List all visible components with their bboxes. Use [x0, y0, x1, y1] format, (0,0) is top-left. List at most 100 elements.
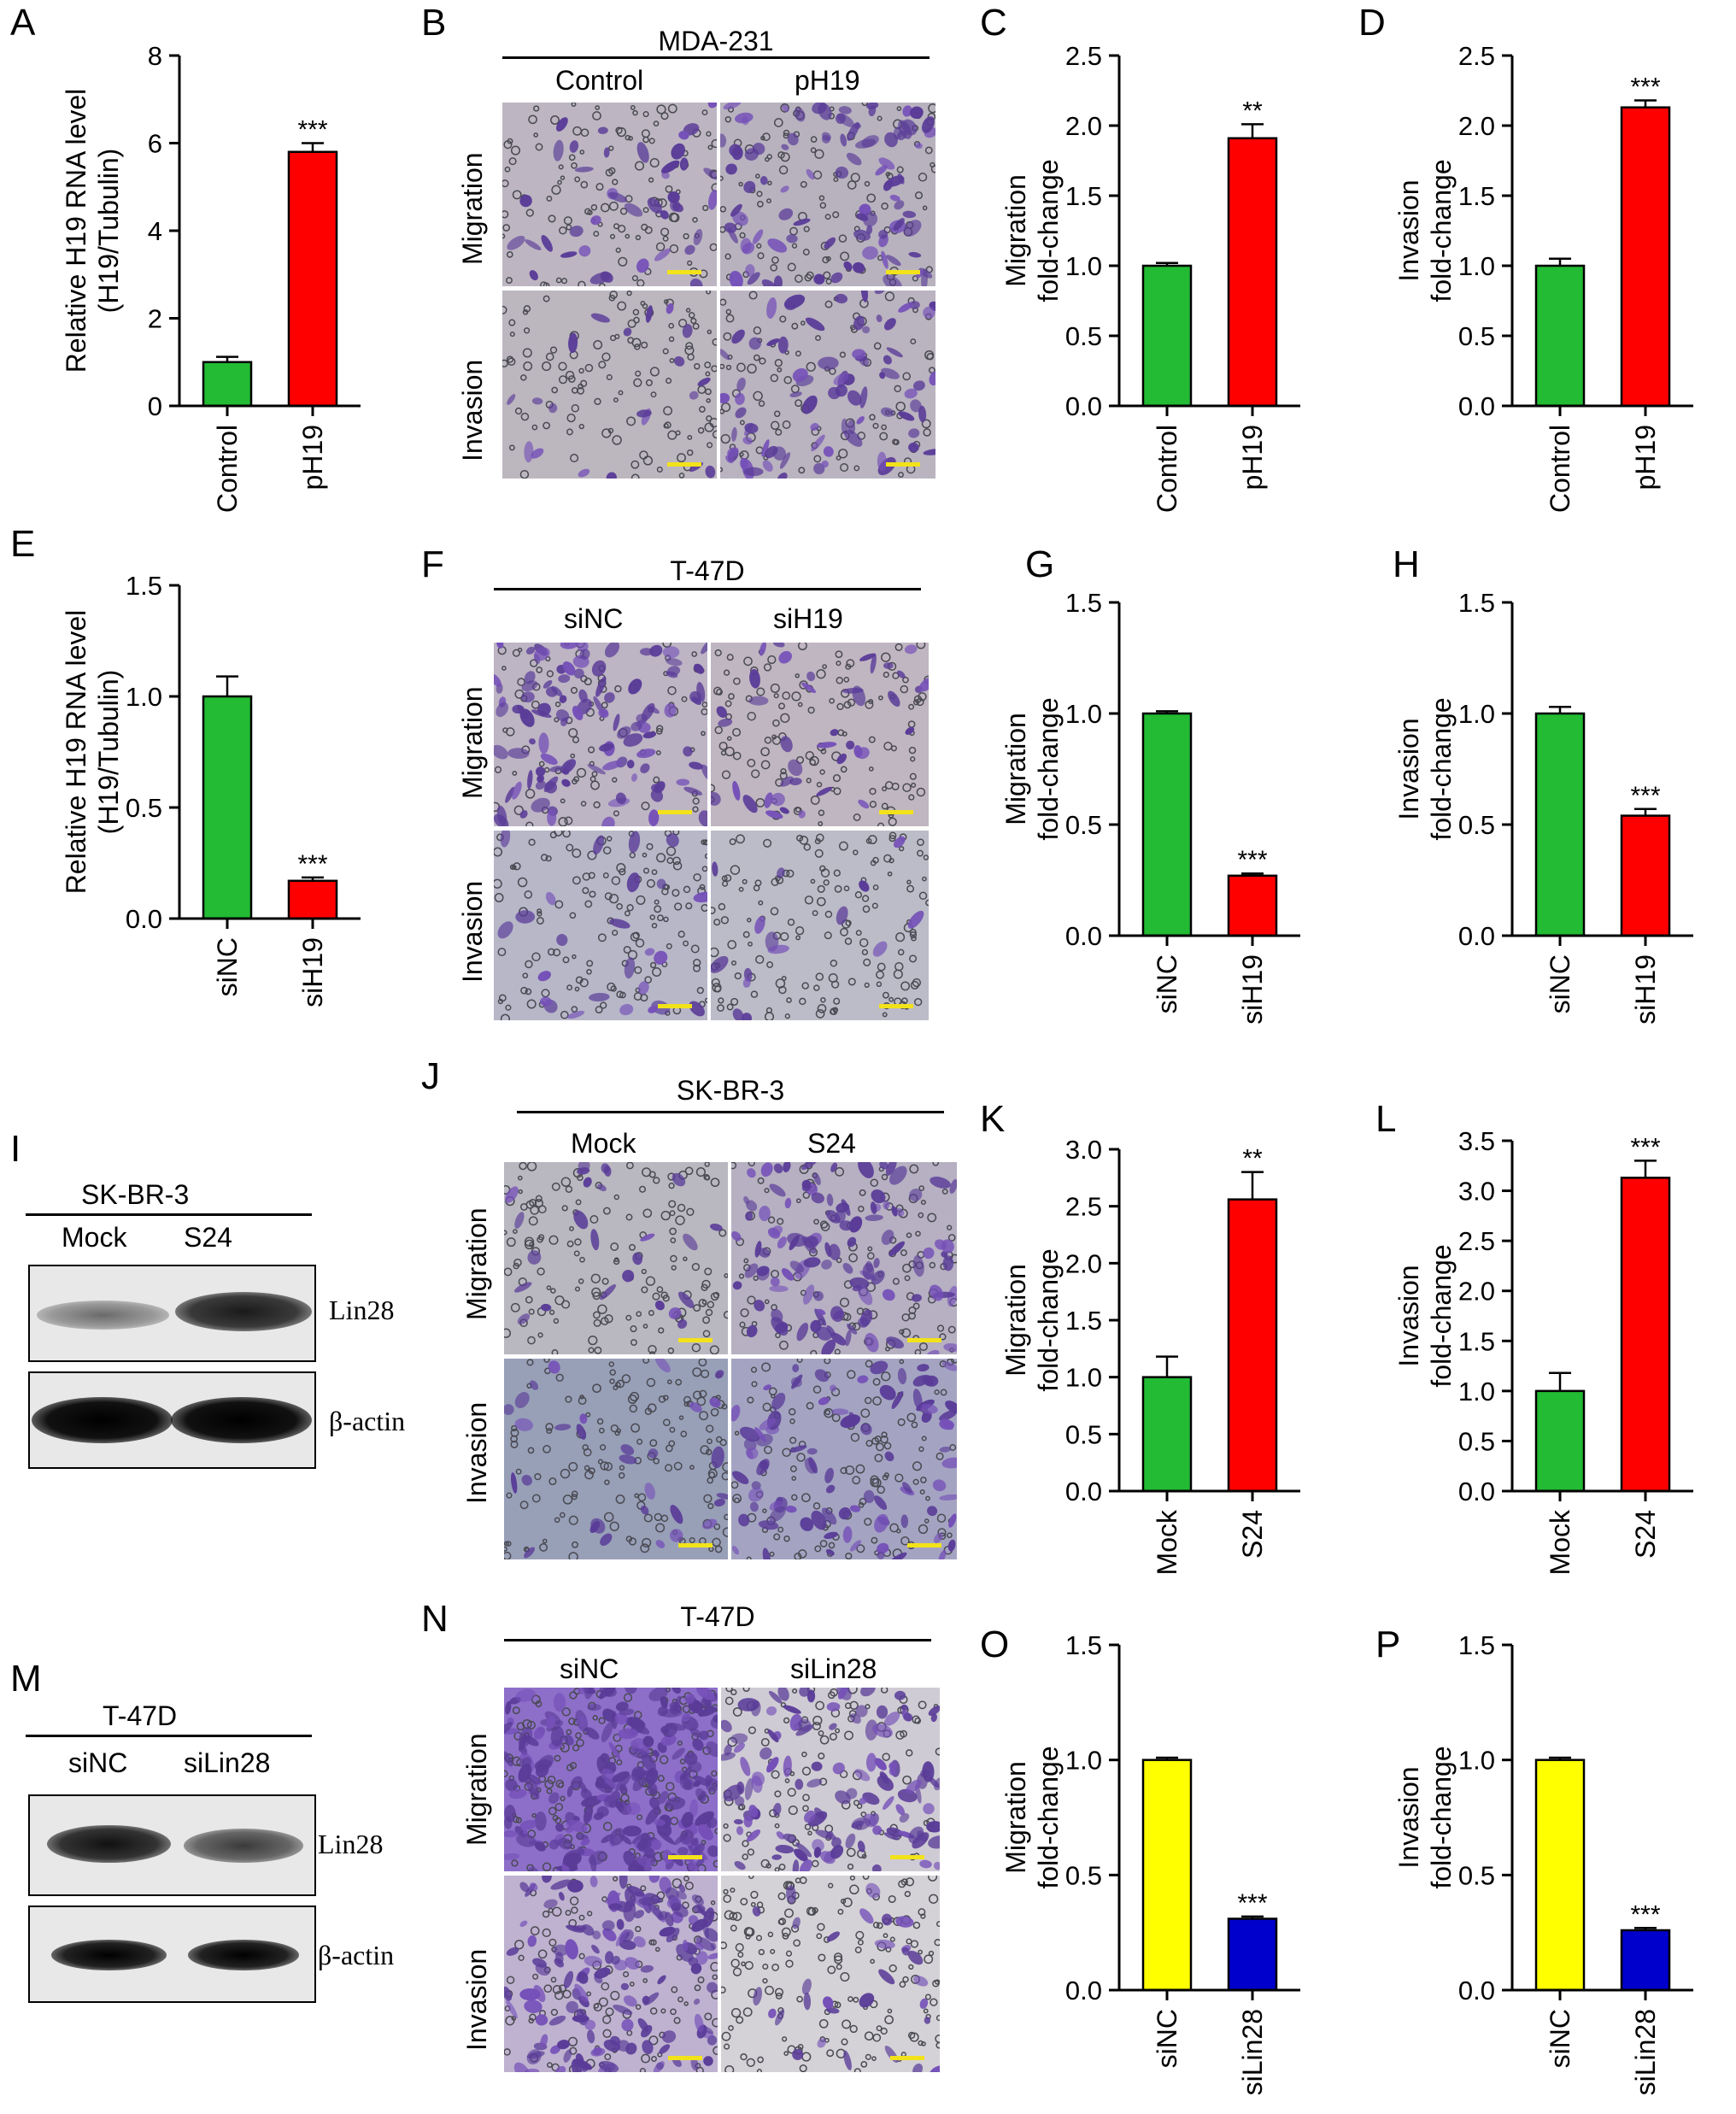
pore — [618, 390, 624, 396]
pore — [876, 981, 883, 988]
pore — [683, 232, 689, 240]
stained-cell — [593, 835, 605, 855]
pore — [834, 1955, 843, 1964]
stained-cell — [860, 291, 868, 302]
pore — [722, 1527, 728, 1537]
pore — [664, 421, 672, 429]
scale-bar — [667, 270, 701, 274]
stained-cell — [577, 1846, 585, 1855]
pore — [601, 702, 608, 709]
pore — [724, 1910, 734, 1920]
pore — [687, 434, 693, 440]
pore — [543, 1359, 550, 1363]
pore — [836, 661, 842, 666]
pore — [910, 1940, 919, 1948]
stained-cell — [707, 1845, 718, 1858]
pore — [757, 2056, 764, 2064]
pore — [619, 868, 626, 876]
stained-cell — [497, 921, 513, 939]
stained-cell — [519, 810, 528, 819]
micro-image-j-migration-2 — [731, 1162, 957, 1354]
stained-cell — [608, 1741, 621, 1760]
pore — [935, 2015, 940, 2022]
band — [184, 1829, 303, 1863]
pore — [707, 1301, 715, 1308]
pore — [660, 227, 670, 237]
stained-cell — [846, 740, 855, 750]
pore — [861, 1853, 867, 1859]
pore — [910, 980, 919, 989]
pore — [693, 959, 701, 967]
pore — [684, 345, 695, 355]
x-tick-label-text: siH19 — [1630, 954, 1661, 1025]
pore — [699, 406, 706, 413]
pore — [574, 176, 581, 183]
pore — [653, 776, 660, 784]
stained-cell — [909, 1189, 923, 1201]
pore — [924, 146, 933, 155]
stained-cell — [735, 392, 745, 405]
stained-cell — [554, 2065, 566, 2072]
stained-cell — [856, 416, 865, 425]
scale-bar — [907, 1543, 941, 1547]
pore — [704, 361, 712, 369]
pore — [782, 1448, 791, 1457]
pore — [623, 945, 631, 954]
pore — [609, 233, 616, 239]
pore — [847, 698, 856, 707]
cell-texture — [721, 1876, 940, 2072]
pore — [824, 1359, 831, 1365]
pore — [921, 2041, 926, 2046]
pore — [806, 778, 812, 784]
pore — [616, 1759, 623, 1766]
y-axis-label: Migration fold-change — [1000, 1248, 1064, 1391]
pore — [764, 736, 772, 744]
stained-cell — [777, 473, 788, 479]
stained-cell — [609, 919, 630, 929]
pore — [656, 725, 664, 732]
stained-cell — [665, 1797, 686, 1811]
pore — [796, 1453, 806, 1462]
y-axis-label-line: Migration — [1000, 713, 1031, 825]
blot-title-line-i — [26, 1213, 312, 1216]
stained-cell — [659, 2044, 671, 2054]
pore — [801, 1493, 811, 1503]
stained-cell — [736, 377, 746, 391]
blot-title-line-m — [26, 1735, 312, 1737]
pore — [773, 1533, 781, 1541]
pore — [578, 367, 584, 374]
stained-cell — [701, 643, 707, 655]
pore — [767, 180, 772, 185]
y-tick-label: 3.0 — [1458, 1177, 1495, 1207]
pore — [548, 1938, 557, 1947]
stained-cell — [747, 272, 760, 285]
pore — [774, 1867, 780, 1871]
pore — [571, 404, 580, 413]
pore — [669, 1426, 676, 1433]
stained-cell — [734, 1860, 746, 1870]
stained-cell — [624, 203, 643, 217]
pore — [656, 853, 666, 863]
pore — [648, 2035, 659, 2046]
pore — [686, 1207, 695, 1216]
stained-cell — [879, 1162, 889, 1170]
stained-cell — [783, 294, 806, 309]
stained-cell — [862, 1263, 875, 1280]
pore — [895, 932, 906, 942]
cell-texture — [731, 1359, 957, 1559]
pore — [779, 772, 788, 780]
scale-bar — [678, 1338, 713, 1342]
x-tick-label-text: siLin28 — [1237, 2009, 1268, 2095]
pore — [702, 1330, 711, 1338]
stained-cell — [835, 113, 846, 124]
pore — [773, 118, 783, 127]
pore — [838, 841, 848, 851]
pore — [795, 673, 800, 678]
stained-cell — [683, 746, 693, 757]
pore — [734, 1430, 740, 1436]
pore — [849, 1884, 859, 1895]
significance-marker: *** — [1630, 1133, 1660, 1161]
pore — [672, 889, 680, 897]
pore — [832, 774, 842, 783]
panel-letter-m: M — [10, 1658, 42, 1700]
